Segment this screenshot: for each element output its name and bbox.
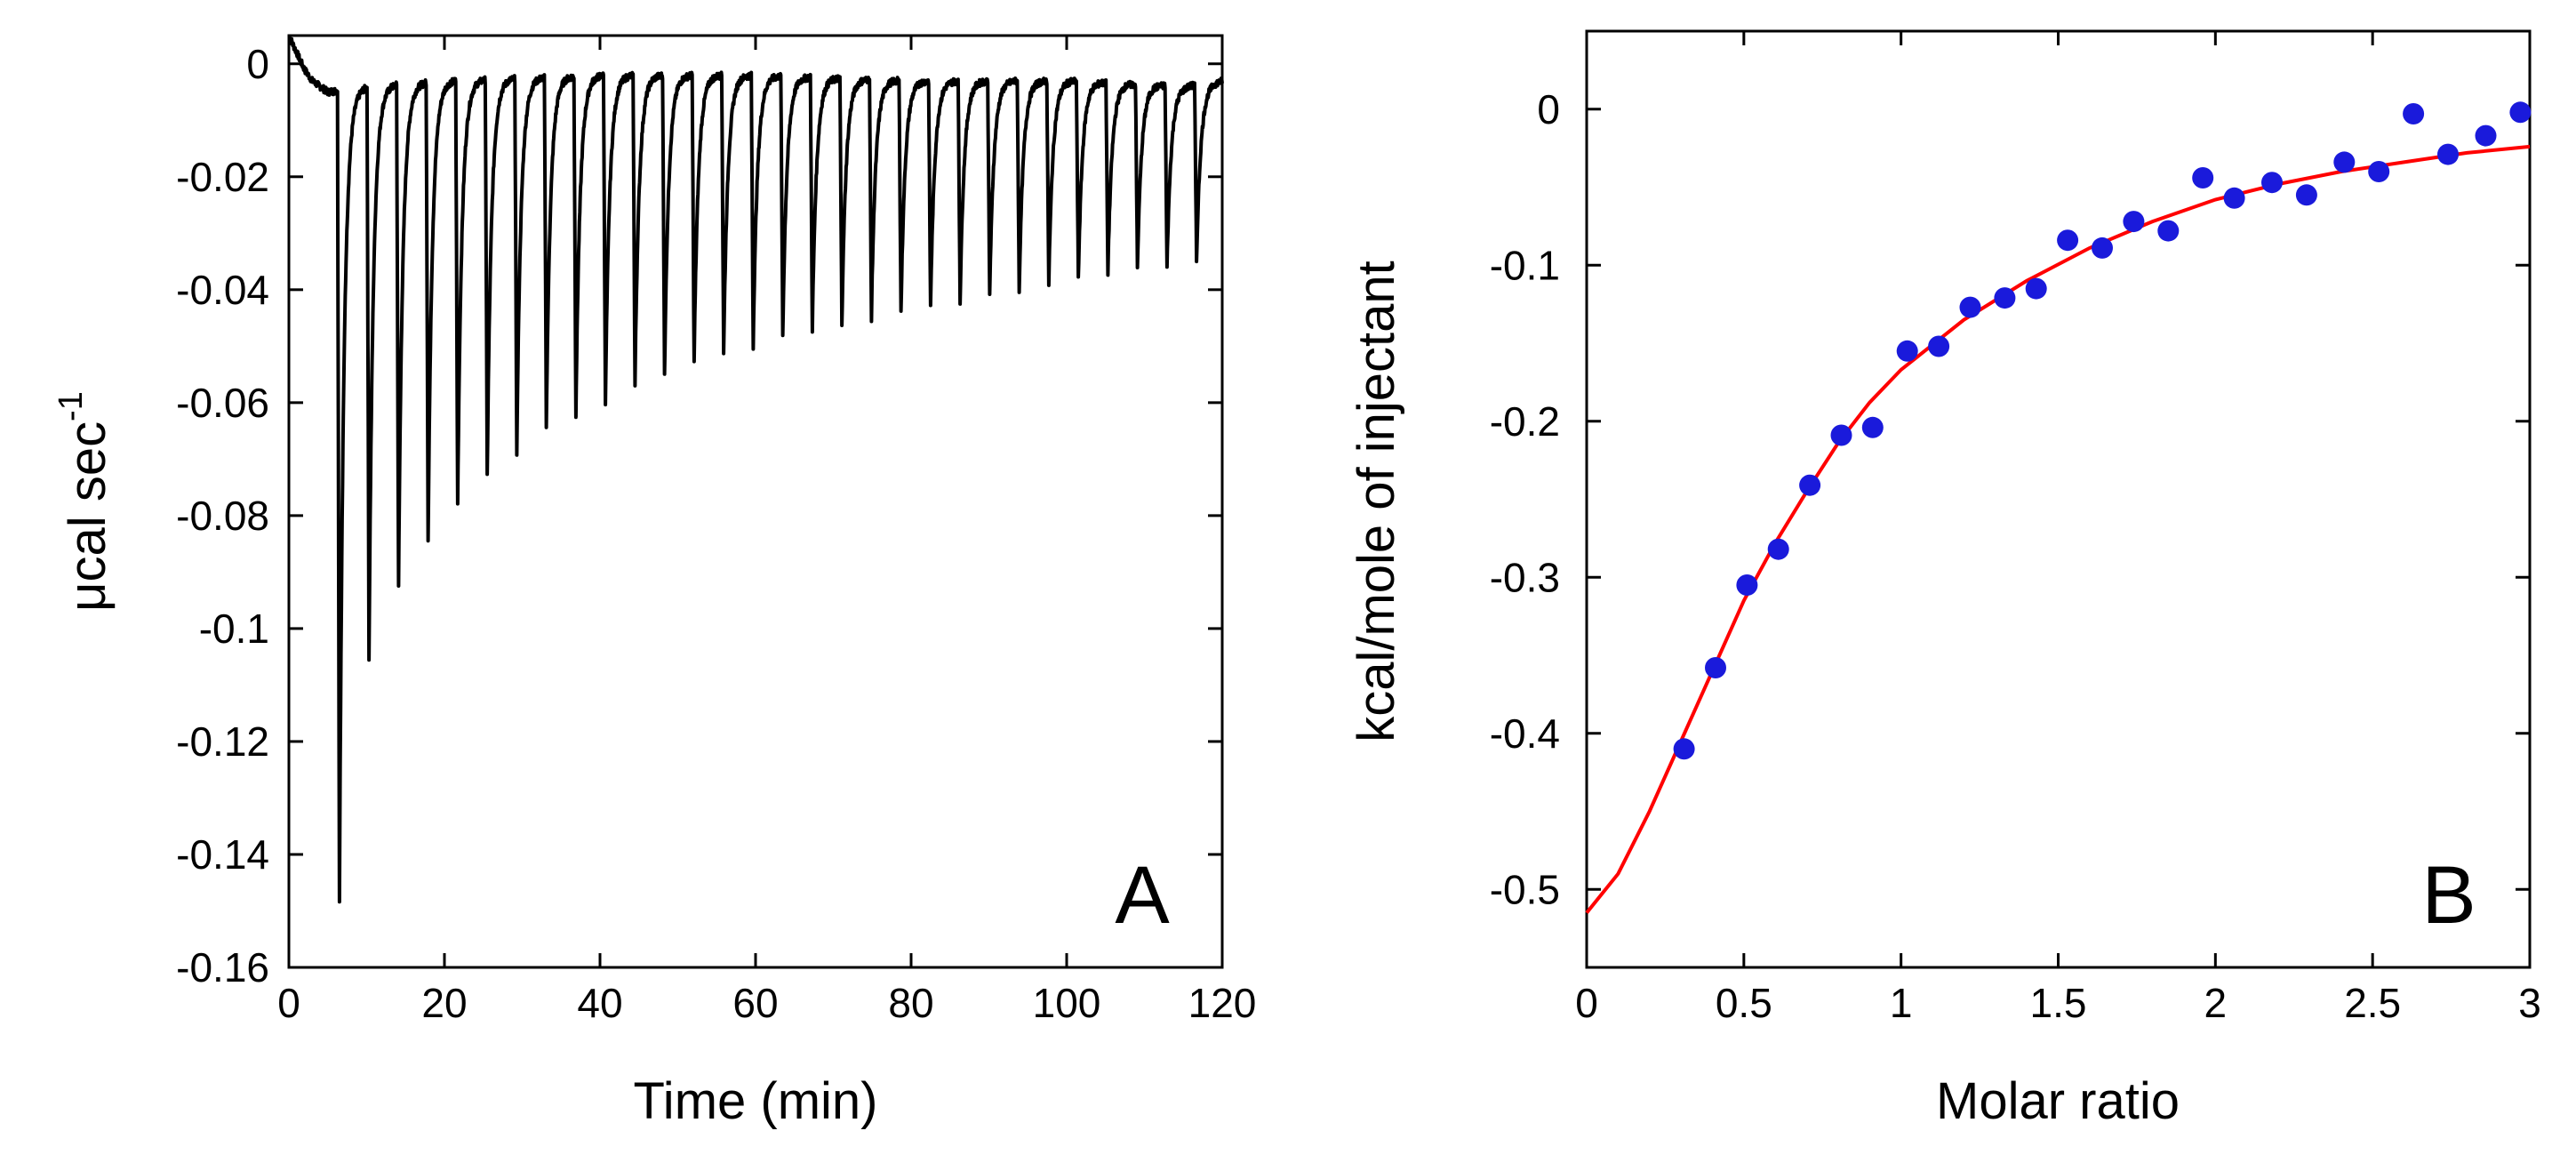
panel-a-x-tick-label: 0: [277, 980, 300, 1026]
panel-a-x-tick-label: 100: [1033, 980, 1101, 1026]
panel-b-y-tick-label: 0: [1537, 86, 1560, 132]
panel-a-y-tick-label: -0.16: [176, 944, 269, 991]
panel-b-data-point: [1896, 340, 1918, 362]
panel-b-data-point: [2261, 172, 2283, 194]
panel-b-x-tick-label: 2.5: [2344, 980, 2401, 1026]
panel-b-data-point: [2223, 187, 2245, 209]
panel-b-data-point: [2295, 184, 2317, 206]
panel-a-tick-labels: 0 20 40 60 80 100 120 0 -0.02 -0.04 -0.06 -0.08 -0.1…: [176, 41, 1256, 1026]
panel-b-data-point: [2092, 237, 2113, 259]
panel-b-x-tick-label: 1: [1890, 980, 1913, 1026]
panel-a-y-tick-label: -0.14: [176, 831, 269, 878]
panel-b-data-point: [1830, 424, 1852, 446]
panel-a-ticks: [287, 36, 1224, 969]
panel-a-y-tick-label: -0.12: [176, 718, 269, 765]
panel-b-data-point: [2437, 143, 2459, 165]
panel-a-x-tick-label: 80: [888, 980, 933, 1026]
panel-b-x-tick-label: 0.5: [1716, 980, 1772, 1026]
panel-a-y-axis-title: μcal sec-1: [52, 391, 116, 612]
panel-b-data-point: [2192, 167, 2214, 188]
panel-b-data-points: [1673, 101, 2532, 760]
panel-b-data-point: [1928, 335, 1950, 357]
panel-b-x-tick-label: 1.5: [2030, 980, 2087, 1026]
panel-b-data-point: [1799, 474, 1821, 496]
panel-a-y-tick-label: -0.08: [176, 493, 269, 539]
panel-a-x-tick-label: 20: [421, 980, 467, 1026]
panel-b-x-tick-label: 2: [2204, 980, 2228, 1026]
panel-b-data-point: [1959, 296, 1981, 318]
panel-b-y-tick-label: -0.3: [1490, 554, 1560, 600]
panel-a-y-axis-title-sup: -1: [52, 391, 90, 421]
panel-b-data-point: [1673, 738, 1695, 760]
panel-a-label: A: [1115, 850, 1170, 941]
panel-b-x-axis-title: Molar ratio: [1936, 1072, 2180, 1130]
panel-b-chart: 0 0.5 1 1.5 2 2.5 3 0 -0.1 -0.2 -0.3 -0.4 -0.5 Molar…: [1348, 29, 2541, 1130]
panel-b-ticks: [1585, 31, 2532, 967]
panel-a-y-tick-label: -0.02: [176, 154, 269, 200]
panel-a-x-axis-title: Time (min): [634, 1072, 878, 1130]
panel-a-x-tick-label: 120: [1188, 980, 1257, 1026]
panel-b-data-point: [2509, 101, 2532, 124]
panel-a-thermogram-trace: [287, 34, 1224, 904]
panel-a-y-tick-label: -0.04: [176, 267, 269, 313]
panel-b-data-point: [1994, 287, 2016, 309]
panel-b-data-point: [1736, 574, 1758, 596]
panel-a-chart: 0 20 40 60 80 100 120 0 -0.02 -0.04 -0.06 -0.08 -0.1…: [52, 34, 1256, 1130]
panel-b-label: B: [2421, 850, 2476, 941]
panel-a-y-tick-label: 0: [246, 41, 269, 87]
panel-b-data-point: [2157, 220, 2180, 242]
panel-b-data-point: [2025, 277, 2047, 300]
panel-a-y-tick-label: -0.06: [176, 380, 269, 426]
panel-b-data-point: [1767, 538, 1789, 560]
panel-b-data-point: [2403, 103, 2425, 124]
panel-b-y-tick-label: -0.5: [1490, 866, 1560, 912]
panel-b-y-tick-label: -0.4: [1490, 710, 1560, 757]
panel-b-fit-curve: [1585, 144, 2531, 914]
panel-a-x-tick-label: 40: [577, 980, 622, 1026]
panel-b-data-point: [2333, 151, 2356, 173]
panel-b-x-tick-label: 3: [2518, 980, 2541, 1026]
panel-b-y-tick-label: -0.2: [1490, 398, 1560, 445]
panel-b-data-point: [2368, 161, 2390, 182]
panel-b-y-tick-label: -0.1: [1490, 242, 1560, 288]
panel-b-y-axis-title: kcal/mole of injectant: [1348, 261, 1405, 742]
panel-b-tick-labels: 0 0.5 1 1.5 2 2.5 3 0 -0.1 -0.2 -0.3 -0.4 -0.5: [1490, 86, 2541, 1026]
panel-b-data-point: [2475, 124, 2497, 147]
panel-b-data-point: [2057, 229, 2079, 252]
panel-b-data-point: [1705, 657, 1726, 678]
panel-b-x-tick-label: 0: [1575, 980, 1598, 1026]
panel-a-y-tick-label: -0.1: [199, 606, 269, 652]
panel-a-x-tick-label: 60: [732, 980, 778, 1026]
panel-a-y-axis-title-main: μcal sec: [59, 421, 116, 612]
panel-b-data-point: [2123, 211, 2145, 233]
panel-b-data-point: [1861, 416, 1884, 438]
